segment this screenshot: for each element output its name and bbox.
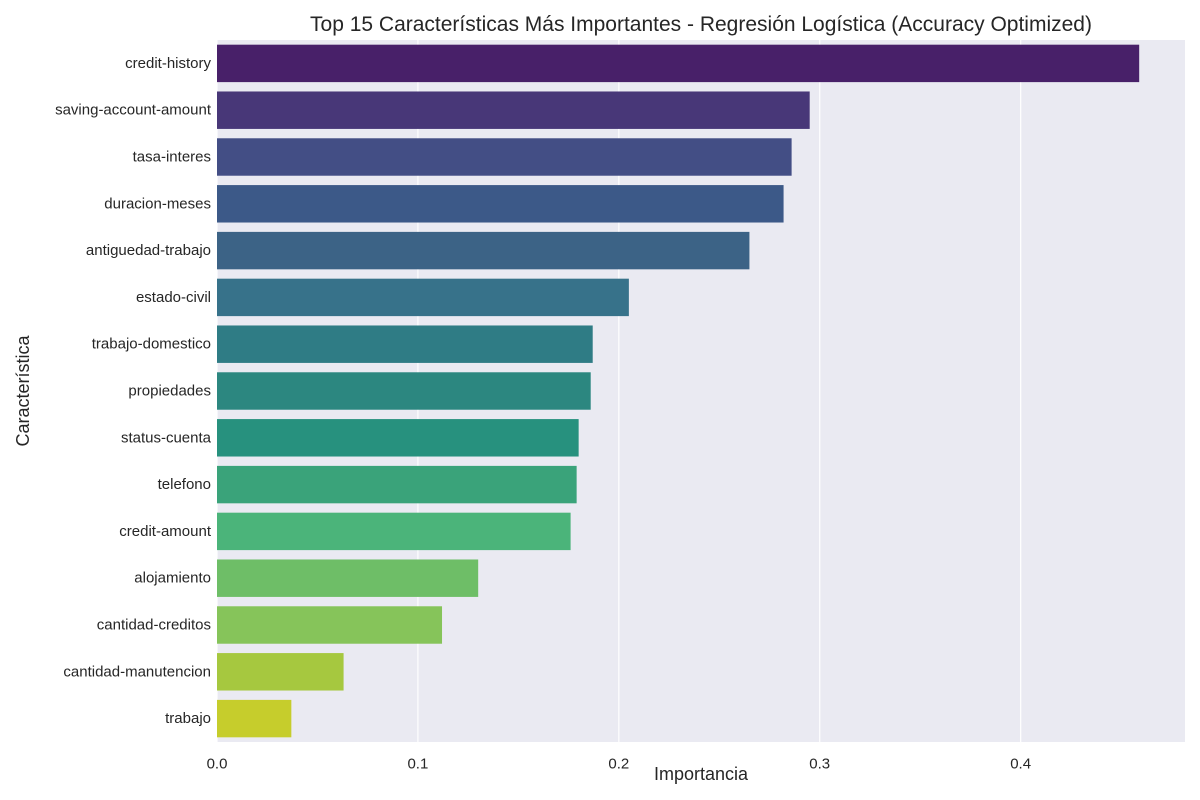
bar	[217, 699, 292, 738]
bar	[217, 44, 1140, 83]
category-label: tasa-interes	[133, 149, 211, 166]
y-axis-title: Característica	[13, 335, 33, 447]
bar	[217, 91, 810, 129]
category-label: propiedades	[128, 383, 211, 400]
x-axis-title: Importancia	[654, 764, 749, 784]
bar	[217, 325, 593, 363]
x-tick-label: 0.2	[608, 755, 629, 772]
bars-layer	[217, 44, 1140, 738]
x-tick-labels: 0.0 0.1 0.2 0.3 0.4	[207, 755, 1032, 772]
bar	[217, 512, 571, 551]
category-label: estado-civil	[136, 289, 211, 306]
category-label: cantidad-creditos	[97, 617, 211, 634]
bar	[217, 465, 577, 504]
x-tick-label: 0.0	[207, 755, 228, 772]
bar	[217, 278, 629, 317]
category-label: cantidad-manutencion	[63, 663, 211, 680]
category-label: alojamiento	[134, 570, 211, 587]
x-tick-label: 0.1	[407, 755, 428, 772]
bar	[217, 231, 750, 270]
category-label: telefono	[158, 476, 211, 493]
x-tick-label: 0.4	[1010, 755, 1031, 772]
category-label: credit-history	[125, 55, 211, 72]
bar	[217, 653, 344, 691]
bar	[217, 185, 784, 223]
category-label: saving-account-amount	[55, 102, 212, 119]
category-labels: credit-history saving-account-amount tasa-…	[55, 55, 212, 727]
bar	[217, 559, 479, 597]
x-tick-label: 0.3	[809, 755, 830, 772]
bar	[217, 606, 443, 644]
category-label: trabajo-domestico	[92, 336, 211, 353]
category-label: status-cuenta	[121, 429, 212, 446]
category-label: trabajo	[165, 710, 211, 727]
bar	[217, 419, 579, 457]
category-label: credit-amount	[119, 523, 212, 540]
category-label: antiguedad-trabajo	[86, 242, 211, 259]
chart-title: Top 15 Características Más Importantes -…	[310, 13, 1092, 36]
bar	[217, 372, 591, 410]
category-label: duracion-meses	[104, 195, 211, 212]
bar	[217, 138, 792, 176]
